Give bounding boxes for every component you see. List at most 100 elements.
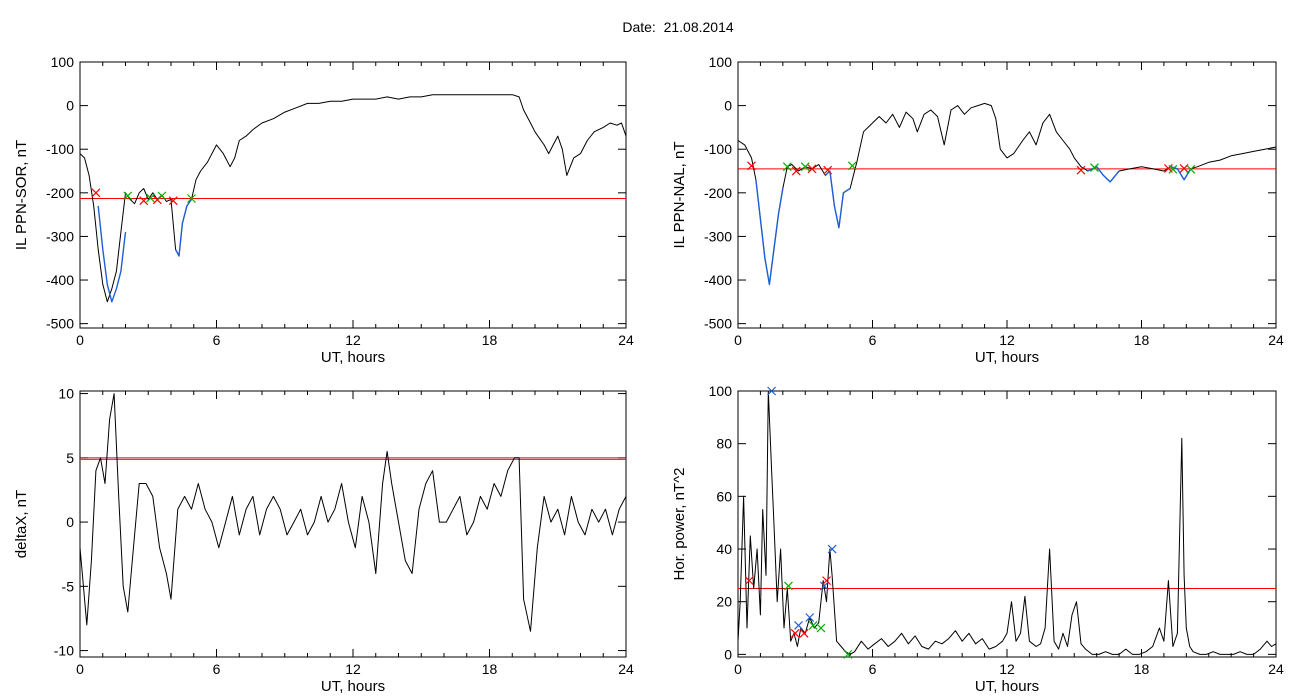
cross-marker	[187, 194, 196, 203]
y-tick-label: -200	[46, 185, 74, 201]
cross-stroke-b	[827, 544, 837, 554]
cross-marker	[139, 196, 149, 206]
cross-stroke-b	[123, 191, 133, 201]
y-tick-label: 10	[58, 386, 74, 402]
y-tick-label: -300	[46, 228, 74, 244]
cross-marker	[819, 581, 829, 591]
x-tick-label: 0	[734, 332, 742, 348]
y-tick-label: -5	[62, 578, 75, 594]
data-line	[79, 94, 627, 303]
highlight-segment	[755, 179, 784, 286]
panel-hor-power: 0 6 12 18 24 100 80 60 40 20 0 UT, hours Hor. power,…	[671, 383, 1284, 695]
highlight-segment	[174, 198, 193, 257]
y-tick-label: 0	[66, 98, 74, 114]
cross-stroke-b	[168, 196, 178, 206]
data-line	[79, 393, 627, 632]
cross-stroke-b	[807, 164, 817, 174]
x-axis-label: UT, hours	[975, 678, 1039, 695]
cross-stroke-b	[790, 628, 800, 638]
cross-stroke-b	[1186, 164, 1196, 174]
y-tick-label: -100	[46, 141, 74, 157]
cross-stroke-b	[1168, 164, 1178, 174]
cross-marker	[1168, 164, 1178, 174]
y-tick-label: 0	[66, 514, 74, 530]
cross-marker	[807, 164, 817, 174]
cross-stroke-b	[146, 193, 155, 203]
y-tick-label: 40	[716, 541, 732, 557]
cross-marker	[157, 191, 167, 201]
y-tick-label: -500	[704, 316, 732, 332]
cross-stroke-b	[819, 581, 829, 591]
cross-marker	[168, 196, 178, 206]
y-tick-label: -400	[704, 272, 732, 288]
cross-marker	[800, 162, 810, 172]
cross-marker	[827, 544, 837, 554]
cross-marker	[747, 161, 756, 171]
cross-marker	[791, 166, 801, 176]
cross-marker	[847, 161, 857, 171]
cross-marker	[794, 620, 803, 630]
y-tick-label: -100	[704, 141, 732, 157]
y-tick-label: 5	[66, 450, 74, 466]
cross-marker	[805, 613, 815, 622]
x-tick-label: 18	[482, 332, 498, 348]
cross-stroke-b	[747, 161, 756, 171]
cross-stroke-b	[782, 162, 792, 172]
highlight-segment	[824, 170, 851, 229]
x-axis-label: UT, hours	[975, 349, 1039, 366]
y-axis-label: Hor. power, nT^2	[671, 468, 688, 581]
cross-marker	[782, 162, 792, 172]
cross-stroke-b	[800, 162, 810, 172]
y-tick-label: 100	[709, 383, 733, 399]
cross-marker	[822, 576, 831, 586]
cross-stroke-b	[157, 191, 167, 201]
x-tick-label: 6	[869, 661, 877, 677]
y-tick-label: 20	[716, 594, 732, 610]
cross-stroke-b	[1163, 163, 1173, 173]
x-tick-label: 6	[213, 332, 221, 348]
plot-frame	[737, 61, 1277, 329]
cross-marker	[790, 628, 800, 638]
cross-stroke-b	[805, 613, 815, 622]
x-tick-label: 12	[345, 332, 361, 348]
x-tick-label: 12	[999, 661, 1015, 677]
cross-marker	[767, 386, 777, 396]
cross-marker	[784, 581, 793, 591]
cross-marker	[1090, 163, 1099, 172]
cross-stroke-b	[823, 165, 833, 175]
x-tick-label: 0	[734, 661, 742, 677]
x-tick-label: 18	[1134, 661, 1150, 677]
x-axis-label: UT, hours	[321, 349, 385, 366]
cross-stroke-b	[799, 628, 809, 638]
y-tick-label: -10	[54, 643, 74, 659]
cross-marker	[91, 188, 101, 198]
y-tick-label: 80	[716, 436, 732, 452]
x-tick-label: 24	[1268, 661, 1284, 677]
x-tick-label: 12	[345, 661, 361, 677]
cross-stroke-b	[808, 620, 818, 630]
figure-title: Date: 21.08.2014	[622, 19, 734, 35]
cross-stroke-b	[794, 620, 803, 630]
cross-marker	[146, 193, 155, 203]
cross-stroke-b	[1076, 165, 1086, 175]
cross-marker	[1076, 165, 1086, 175]
x-tick-label: 24	[618, 332, 634, 348]
x-tick-label: 0	[76, 661, 84, 677]
cross-marker	[799, 628, 809, 638]
y-tick-label: 0	[724, 646, 732, 662]
x-tick-label: 24	[1268, 332, 1284, 348]
cross-stroke-b	[816, 623, 826, 633]
y-tick-label: -300	[704, 228, 732, 244]
cross-stroke-b	[843, 649, 853, 659]
x-tick-label: 18	[1134, 332, 1150, 348]
y-axis-label: IL PPN-NAL, nT	[671, 142, 688, 249]
y-tick-label: -200	[704, 185, 732, 201]
cross-stroke-b	[791, 166, 801, 176]
data-line	[737, 102, 1277, 285]
plot-frame	[79, 390, 627, 658]
x-tick-label: 12	[999, 332, 1015, 348]
panel-ppn-sor: 0 6 12 18 24 100 0 -100 -200 -300 -400 -500 UT, hour…	[13, 54, 634, 366]
x-tick-label: 18	[482, 661, 498, 677]
y-tick-label: 60	[716, 488, 732, 504]
